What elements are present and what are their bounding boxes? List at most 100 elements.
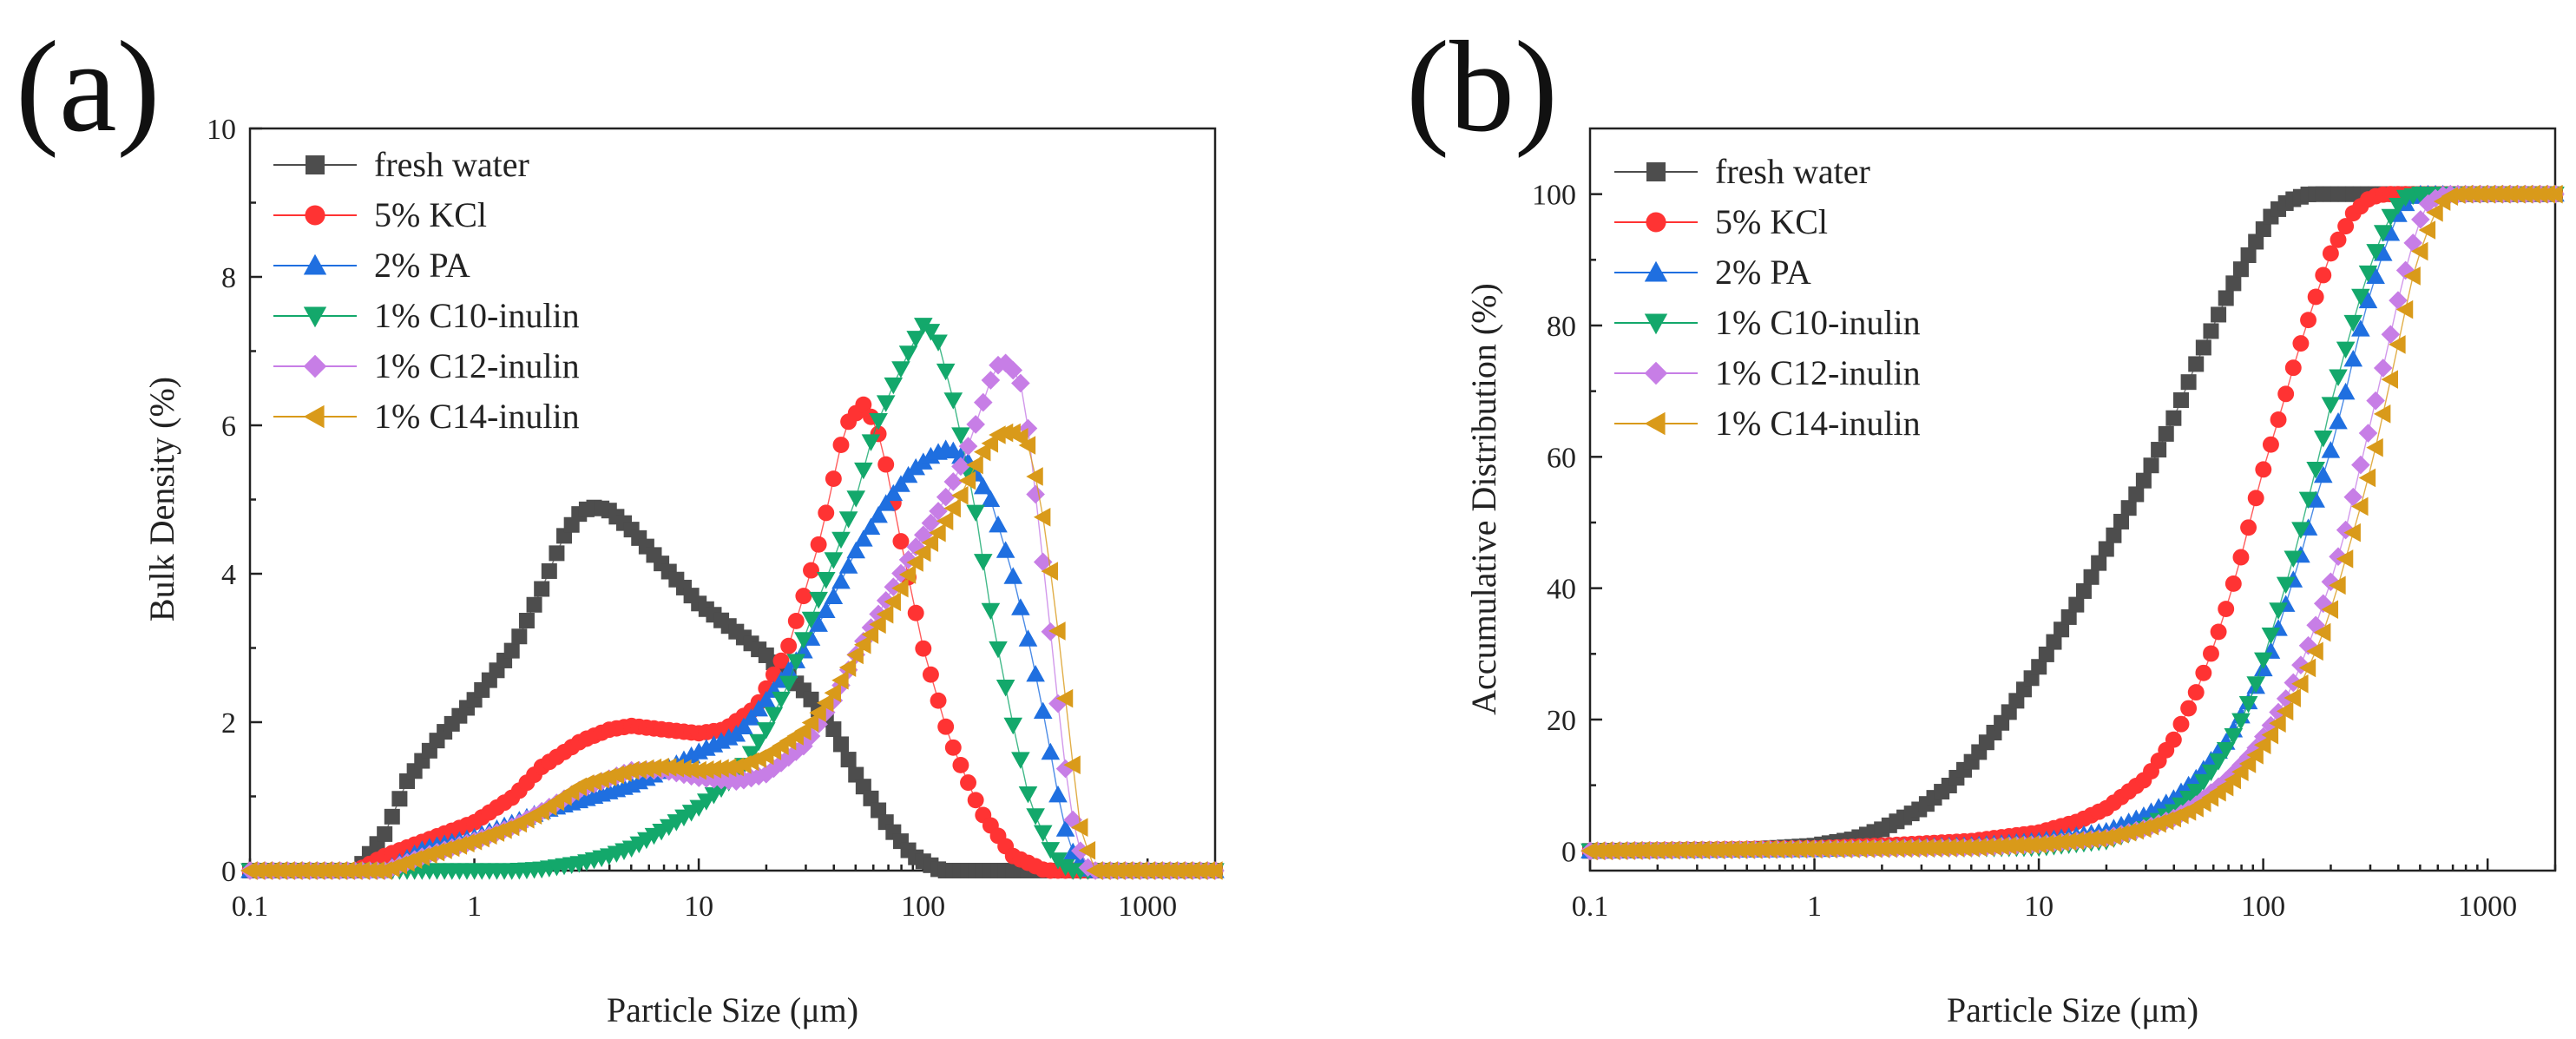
chart-a-data-point [756, 690, 776, 708]
chart-a-legend-label: fresh water [374, 145, 529, 184]
chart-a-data-point [996, 541, 1015, 558]
chart-b-data-point [2224, 770, 2241, 790]
chart-a-data-point [958, 470, 976, 490]
chart-a-data-point [871, 802, 887, 819]
chart-a-data-point [951, 427, 970, 444]
chart-b-data-point [2351, 455, 2370, 475]
chart-b-data-point [2059, 832, 2077, 852]
chart-b-legend-entry: 2% PA [1614, 253, 1811, 292]
chart-a-data-point [621, 760, 640, 780]
chart-b-data-point [2366, 266, 2385, 285]
chart-b-data-point [2298, 491, 2318, 510]
chart-a-legend-marker [305, 205, 325, 226]
chart-a-data-point [861, 625, 879, 644]
chart-b-data-point [2074, 830, 2092, 850]
chart-b-data-point [2343, 349, 2363, 367]
chart-b-data-point [2247, 490, 2264, 507]
chart-b-data-point [2246, 676, 2265, 694]
chart-a-data-point [966, 455, 983, 475]
chart-a-legend-marker [306, 155, 325, 174]
chart-b-data-point [2151, 442, 2167, 458]
chart-b-data-point [2343, 523, 2361, 543]
chart-a-data-point [831, 531, 851, 549]
chart-b-y-tick-label: 80 [1547, 311, 1576, 343]
chart-b-data-point [2336, 549, 2354, 569]
chart-b-data-point [2306, 462, 2325, 479]
chart-b-y-tick-label: 0 [1561, 836, 1576, 868]
chart-a-data-point [734, 717, 753, 734]
chart-b-legend-marker [1644, 260, 1668, 282]
chart-a-legend-entry: 1% C10-inulin [273, 296, 580, 335]
chart-a-data-point [921, 513, 941, 533]
chart-b-legend-marker [1644, 361, 1668, 385]
chart-b-data-point [2038, 646, 2054, 662]
chart-a-data-point [869, 615, 886, 635]
chart-a-data-point [704, 760, 722, 779]
chart-a-data-point [1071, 818, 1088, 838]
chart-b-data-point [2098, 541, 2114, 557]
chart-b-data-point [2262, 436, 2279, 453]
chart-a-data-point [795, 588, 812, 605]
chart-a-data-point [1055, 688, 1074, 708]
panel-a-label: (a) [16, 15, 160, 159]
chart-b-data-point [2232, 261, 2249, 278]
chart-a-legend-label: 1% C12-inulin [374, 346, 580, 385]
chart-b-series-line [1589, 193, 2555, 852]
chart-b-data-point [2373, 404, 2391, 424]
chart-a-data-point [1041, 562, 1058, 581]
chart-b-data-point [2158, 425, 2174, 442]
chart-b-data-point [2195, 339, 2211, 356]
chart-a-data-point [1026, 467, 1043, 486]
chart-b-data-point [2232, 549, 2250, 566]
chart-b-data-point [2203, 645, 2219, 662]
chart-a-legend-label: 1% C14-inulin [374, 397, 580, 436]
chart-b-data-point [2269, 602, 2288, 620]
chart-a-data-point [772, 652, 790, 669]
chart-a-data-point [936, 511, 954, 530]
chart-b-data-point [2373, 358, 2393, 378]
chart-b-data-point [2291, 674, 2309, 694]
chart-a-data-point [891, 475, 910, 492]
chart-b-data-point [2046, 634, 2062, 650]
chart-a-y-tick-label: 6 [221, 411, 236, 443]
chart-a-data-point [831, 571, 851, 589]
chart-a-data-point [549, 545, 565, 562]
chart-a-data-point [803, 562, 819, 579]
chart-a-data-point [794, 632, 813, 649]
chart-b-data-point [2336, 382, 2356, 400]
chart-b-data-point [2315, 266, 2332, 284]
chart-a-data-point [831, 670, 849, 690]
chart-a-legend-marker [303, 253, 327, 275]
chart-a-data-point [1011, 428, 1028, 447]
chart-b-legend-entry: 1% C14-inulin [1614, 404, 1921, 443]
chart-b-data-point [2358, 424, 2378, 443]
chart-b-data-point [2255, 461, 2272, 478]
chart-a-bulk-density: 0.1 1 10 100 1000 0 2 4 6 8 10 fresh water 5% KCl 2%… [142, 114, 1225, 1029]
chart-a-data-point [712, 759, 729, 778]
chart-b-data-point [2246, 746, 2264, 765]
chart-b-data-point [2172, 391, 2189, 408]
chart-b-data-point [2306, 641, 2323, 661]
chart-b-legend-marker [1644, 411, 1666, 436]
chart-b-data-point [2307, 288, 2324, 306]
chart-a-data-point [749, 699, 768, 717]
chart-b-data-point [2089, 829, 2106, 848]
chart-a-data-point [944, 739, 962, 756]
chart-a-data-point [914, 525, 933, 545]
chart-b-data-point [2201, 764, 2221, 782]
chart-b-data-point [2284, 359, 2302, 377]
chart-a-data-point [973, 392, 993, 412]
chart-a-data-point [921, 533, 939, 552]
chart-a-legend-entry: 2% PA [273, 246, 470, 285]
chart-a-data-point [936, 363, 956, 381]
chart-a-data-point [644, 758, 662, 778]
chart-b-data-point [2418, 220, 2436, 240]
chart-b-data-point [2269, 713, 2286, 733]
chart-a-data-point [996, 680, 1015, 697]
chart-a-data-point [838, 556, 858, 574]
chart-a-data-point [930, 692, 947, 709]
chart-a-data-point [518, 613, 535, 629]
chart-a-data-point [825, 470, 842, 487]
chart-b-legend-entry: fresh water [1614, 152, 1870, 191]
chart-a-legend-marker [303, 354, 327, 378]
